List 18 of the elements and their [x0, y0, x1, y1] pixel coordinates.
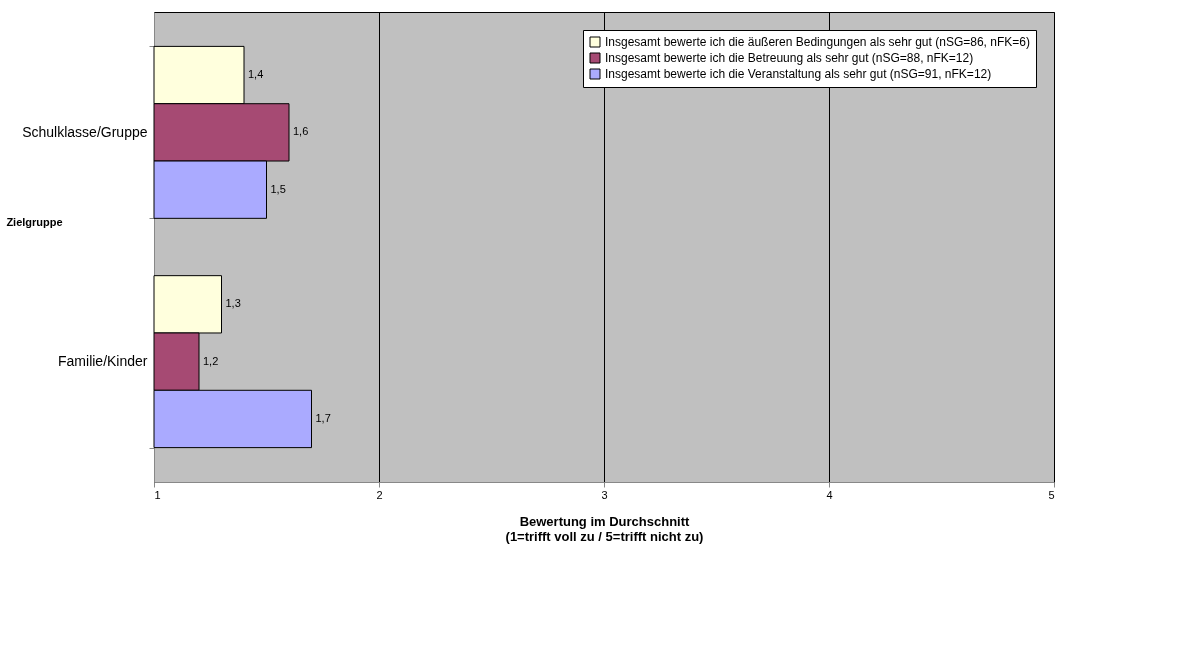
x-tick-label: 4 [826, 488, 833, 501]
legend-label: Insgesamt bewerte ich die Betreuung als sehr gut (nSG=88, nFK=12) [605, 51, 974, 65]
x-tick-label: 2 [376, 488, 383, 501]
data-label: 1,4 [248, 68, 264, 81]
data-label: 1,5 [270, 182, 286, 195]
legend-label: Insgesamt bewerte ich die äußeren Bedingungen als sehr gut (nSG=86, nFK=6) [605, 35, 1030, 49]
y-axis-title: Zielgruppe [6, 215, 63, 228]
x-axis-title: Bewertung im Durchschnitt (1=trifft voll zu / 5=trifft nicht zu) [505, 513, 704, 544]
y-tick-label: Familie/Kinder [58, 353, 148, 370]
data-label: 1,3 [225, 297, 241, 310]
x-tick-label: 5 [1048, 488, 1055, 501]
data-label: 1,2 [203, 354, 219, 367]
data-label: 1,7 [315, 411, 331, 424]
y-tick-label: Schulklasse/Gruppe [22, 123, 148, 140]
x-tick-label: 3 [601, 488, 608, 501]
data-label: 1,6 [293, 125, 309, 138]
x-tick-label: 1 [154, 488, 161, 501]
legend-label: Insgesamt bewerte ich die Veranstaltung als sehr gut (nSG=91, nFK=12) [605, 67, 992, 81]
